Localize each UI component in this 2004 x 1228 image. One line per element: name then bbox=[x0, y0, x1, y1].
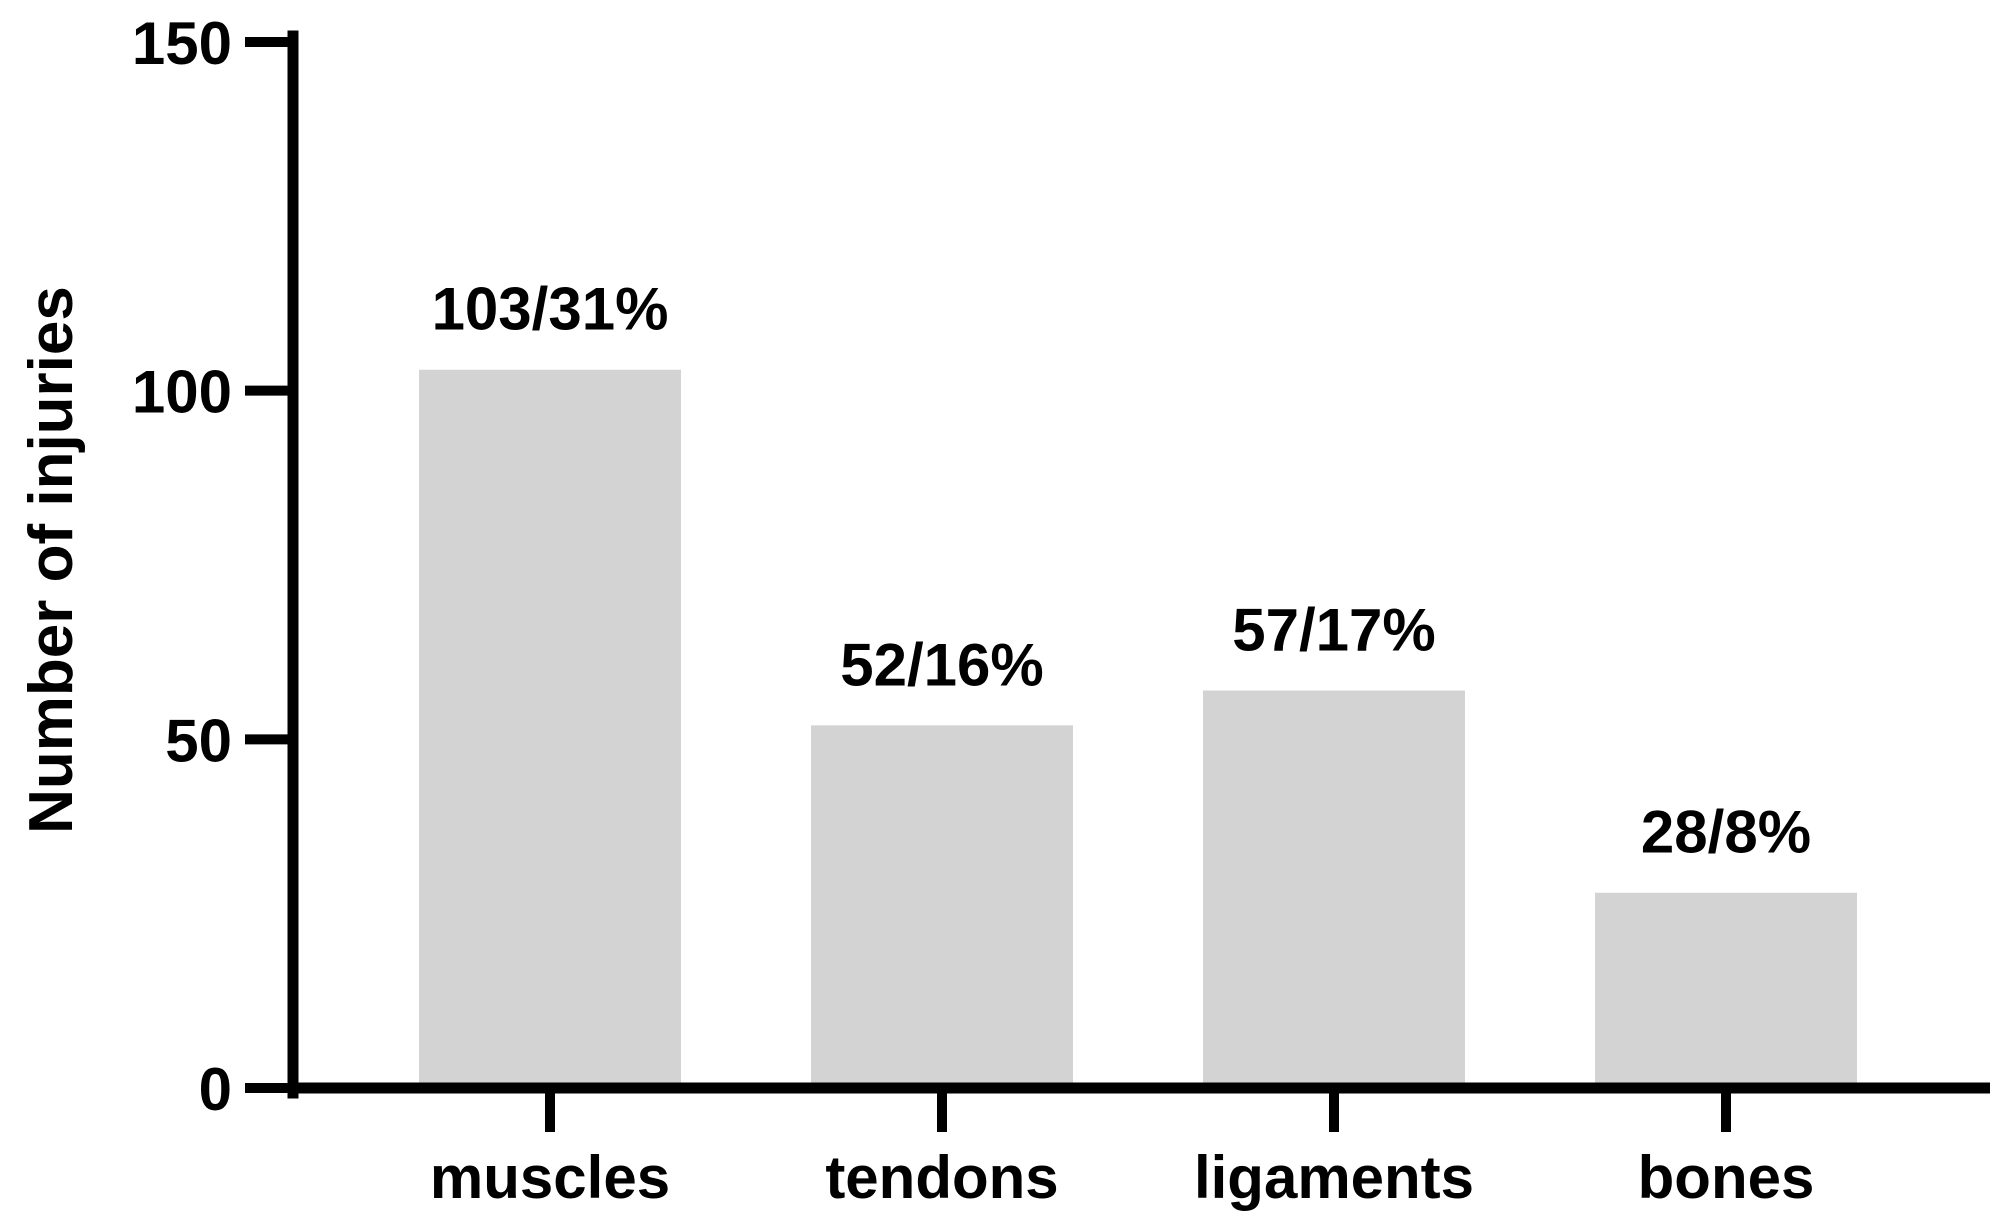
y-axis-title: Number of injuries bbox=[17, 286, 86, 834]
bar-tendons bbox=[811, 725, 1073, 1083]
data-label-muscles: 103/31% bbox=[432, 276, 669, 343]
bar-muscles bbox=[419, 369, 681, 1083]
x-tick-label-bones: bones bbox=[1638, 1144, 1815, 1211]
data-label-ligaments: 57/17% bbox=[1232, 597, 1436, 664]
x-ticks-layer: muscles tendons ligaments bones bbox=[430, 1088, 1814, 1211]
data-label-bones: 28/8% bbox=[1641, 799, 1811, 866]
bar-bones bbox=[1595, 892, 1857, 1083]
x-tick-label-ligaments: ligaments bbox=[1194, 1144, 1474, 1211]
y-tick-label: 150 bbox=[132, 10, 232, 77]
bar-ligaments bbox=[1203, 690, 1465, 1083]
y-tick-label: 100 bbox=[132, 359, 232, 426]
bars-layer bbox=[419, 369, 1857, 1083]
y-tick-label: 0 bbox=[199, 1056, 232, 1123]
y-ticks-layer: 0 50 100 150 bbox=[132, 10, 293, 1123]
x-tick-label-tendons: tendons bbox=[825, 1144, 1058, 1211]
data-labels-layer: 103/31% 52/16% 57/17% 28/8% bbox=[432, 276, 1812, 866]
x-tick-label-muscles: muscles bbox=[430, 1144, 670, 1211]
y-tick-label: 50 bbox=[165, 707, 232, 774]
data-label-tendons: 52/16% bbox=[840, 631, 1044, 698]
axes-layer bbox=[287, 30, 1990, 1099]
